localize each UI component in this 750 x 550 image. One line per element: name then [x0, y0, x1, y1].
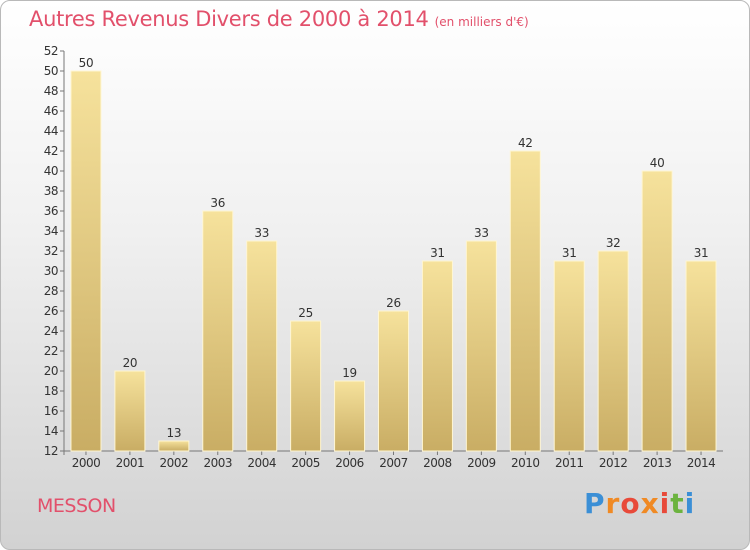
- y-tick-label: 46: [44, 104, 58, 118]
- x-tick-label: 2006: [335, 456, 364, 470]
- bar: [114, 370, 146, 452]
- logo-letter: i: [684, 487, 696, 520]
- y-tick-label: 50: [44, 64, 58, 78]
- data-label: 13: [166, 426, 181, 440]
- bar: [685, 260, 717, 452]
- x-tick-label: 2005: [291, 456, 320, 470]
- x-tick-label: 2007: [379, 456, 408, 470]
- x-tick-label: 2013: [643, 456, 672, 470]
- x-tick-label: 2000: [72, 456, 101, 470]
- data-label: 26: [386, 296, 401, 310]
- y-tick-label: 28: [44, 284, 58, 298]
- data-label: 50: [79, 56, 94, 70]
- data-label: 31: [430, 246, 445, 260]
- y-tick-label: 34: [44, 224, 58, 238]
- data-label: 42: [518, 136, 533, 150]
- data-label: 31: [562, 246, 577, 260]
- chart-title: Autres Revenus Divers de 2000 à 2014 (en …: [29, 7, 529, 31]
- bar: [553, 260, 585, 452]
- y-tick-label: 26: [44, 304, 58, 318]
- x-tick-label: 2004: [247, 456, 276, 470]
- y-tick-label: 52: [44, 44, 58, 58]
- y-tick-label: 12: [44, 444, 58, 458]
- y-tick-label: 42: [44, 144, 58, 158]
- bar: [202, 210, 234, 452]
- y-tick-label: 18: [44, 384, 58, 398]
- bar: [334, 380, 366, 452]
- x-tick-label: 2012: [599, 456, 628, 470]
- x-tick-label: 2008: [423, 456, 452, 470]
- commune-name: MESSON: [37, 495, 116, 517]
- logo-letter: t: [670, 487, 685, 520]
- data-label: 20: [123, 356, 138, 370]
- data-label: 19: [342, 366, 357, 380]
- data-label: 40: [650, 156, 665, 170]
- bar: [509, 150, 541, 452]
- y-tick-label: 14: [44, 424, 58, 438]
- x-tick-label: 2011: [555, 456, 584, 470]
- x-tick-label: 2001: [116, 456, 145, 470]
- data-label: 36: [210, 196, 225, 210]
- x-tick-label: 2009: [467, 456, 496, 470]
- x-tick-label: 2014: [687, 456, 716, 470]
- bar: [246, 240, 278, 452]
- x-tick-label: 2002: [160, 456, 189, 470]
- data-label: 31: [694, 246, 709, 260]
- labels: 2000 50 2001 20 2002 13 2003 36 2004 33 2005 25 2006…: [72, 56, 716, 470]
- y-tick-label: 36: [44, 204, 58, 218]
- logo-letter: P: [584, 487, 606, 520]
- y-tick-label: 44: [44, 124, 58, 138]
- bar: [641, 170, 673, 452]
- y-tick-label: 22: [44, 344, 58, 358]
- proxiti-logo[interactable]: Proxiti: [584, 487, 695, 520]
- chart-title-text: Autres Revenus Divers de 2000 à 2014: [29, 7, 429, 31]
- data-label: 32: [606, 236, 621, 250]
- y-tick-label: 32: [44, 244, 58, 258]
- y-tick-label: 48: [44, 84, 58, 98]
- logo-letter: o: [620, 487, 641, 520]
- chart-subtitle: (en milliers d'€): [434, 15, 529, 29]
- bar: [158, 440, 190, 452]
- bar: [597, 250, 629, 452]
- y-tick-label: 40: [44, 164, 58, 178]
- bar: [70, 70, 102, 452]
- logo-letter: r: [605, 487, 621, 520]
- y-tick-label: 38: [44, 184, 58, 198]
- x-tick-label: 2010: [511, 456, 540, 470]
- bar: [290, 320, 322, 452]
- logo-letter: i: [659, 487, 671, 520]
- y-tick-label: 16: [44, 404, 58, 418]
- logo-letter: x: [640, 487, 660, 520]
- bar: [378, 310, 409, 452]
- data-label: 33: [254, 226, 269, 240]
- y-tick-label: 20: [44, 364, 58, 378]
- data-label: 33: [474, 226, 489, 240]
- data-label: 25: [298, 306, 313, 320]
- bar: [465, 240, 497, 452]
- bar: [421, 260, 453, 452]
- bars: [70, 70, 717, 452]
- y-tick-label: 24: [44, 324, 58, 338]
- x-tick-label: 2003: [203, 456, 232, 470]
- y-tick-label: 30: [44, 264, 58, 278]
- axes: 12 14 16 18 20 22 24 26 28 30 32 34 36 38 40 42 44 46 48 50…: [44, 44, 723, 458]
